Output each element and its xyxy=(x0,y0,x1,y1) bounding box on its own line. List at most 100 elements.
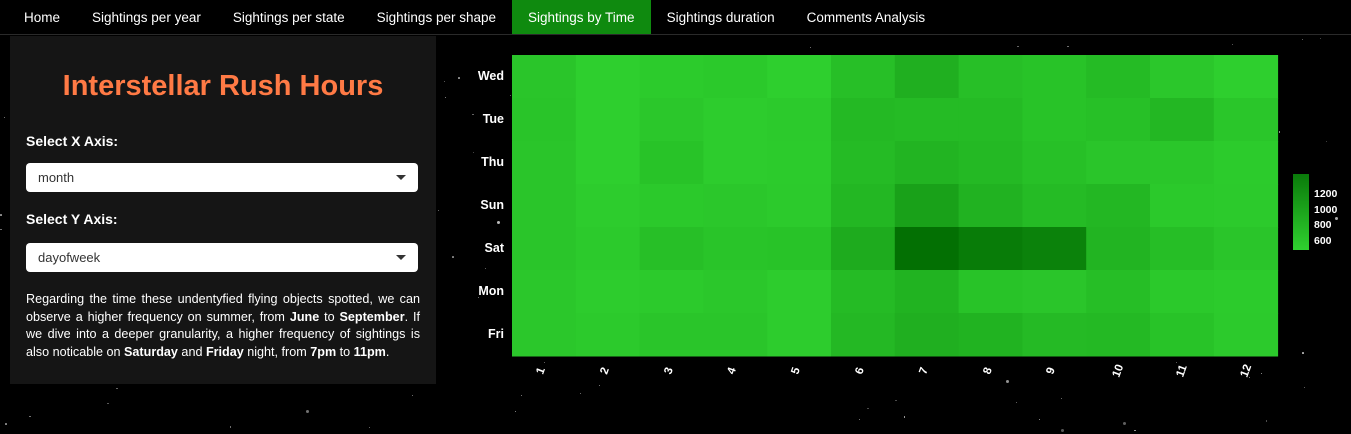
heatmap-cell xyxy=(703,184,768,228)
heatmap-cell xyxy=(575,141,641,185)
heatmap-cell xyxy=(1022,227,1087,271)
y-axis-select-value: dayofweek xyxy=(38,250,101,265)
heatmap-cell xyxy=(1086,98,1151,142)
heatmap-cell xyxy=(958,55,1023,99)
colorbar-tick-label: 1000 xyxy=(1314,203,1338,216)
star xyxy=(1301,39,1303,41)
sidebar-panel: Interstellar Rush Hours Select X Axis: m… xyxy=(10,36,436,384)
star xyxy=(867,407,869,410)
y-tick-label: Thu xyxy=(481,154,504,169)
heatmap-cell xyxy=(831,184,896,228)
y-tick-label: Sun xyxy=(480,197,504,212)
star xyxy=(1319,38,1321,40)
heatmap-cell xyxy=(512,184,577,228)
heatmap-cell xyxy=(703,98,768,142)
star xyxy=(5,423,7,425)
heatmap-cell xyxy=(639,227,704,271)
heatmap-cell xyxy=(1213,313,1279,357)
star xyxy=(579,392,582,395)
colorbar-tick-label: 1200 xyxy=(1314,187,1338,200)
heatmap-cell xyxy=(639,98,704,142)
heatmap-cell xyxy=(958,98,1023,142)
star xyxy=(29,415,31,418)
heatmap-cell xyxy=(767,227,832,271)
star xyxy=(520,394,523,397)
y-tick-label: Mon xyxy=(478,283,504,298)
heatmap-cell xyxy=(512,227,577,271)
star xyxy=(411,395,413,397)
heatmap-cell xyxy=(512,98,577,142)
y-axis-label: Select Y Axis: xyxy=(26,211,118,227)
heatmap-cell xyxy=(1150,55,1215,99)
heatmap-cell xyxy=(831,141,896,185)
description-run: Regarding the time these undentyfied fly… xyxy=(26,292,420,324)
heatmap-cell xyxy=(575,270,641,314)
star xyxy=(1265,420,1268,422)
x-axis-select[interactable]: month xyxy=(26,163,418,192)
heatmap-cell xyxy=(703,227,768,271)
heatmap-cell xyxy=(512,313,577,357)
nav-tab-sightings-duration[interactable]: Sightings duration xyxy=(666,9,775,25)
heatmap-cell xyxy=(575,227,641,271)
nav-tab-sightings-per-shape[interactable]: Sightings per shape xyxy=(376,9,496,25)
heatmap-cell xyxy=(894,98,960,142)
heatmap-cell xyxy=(1086,227,1151,271)
heatmap-cell xyxy=(1086,184,1151,228)
description-run: to xyxy=(336,344,354,359)
colorbar xyxy=(1293,174,1309,250)
heatmap-cell xyxy=(1086,313,1151,357)
heatmap-cell xyxy=(1213,55,1279,99)
heatmap-cell xyxy=(1213,98,1279,142)
y-tick-label: Tue xyxy=(482,111,504,126)
star xyxy=(107,402,109,405)
heatmap-cell xyxy=(1150,98,1215,142)
star xyxy=(1061,428,1065,432)
heatmap-cell xyxy=(831,98,896,142)
star xyxy=(1134,429,1136,432)
star xyxy=(229,426,232,428)
star xyxy=(895,399,897,402)
nav-tab-home[interactable]: Home xyxy=(24,9,61,25)
heatmap-cell xyxy=(958,141,1023,185)
page-title: Interstellar Rush Hours xyxy=(62,70,384,102)
y-axis-select[interactable]: dayofweek xyxy=(26,243,418,272)
y-tick-label: Sat xyxy=(484,240,504,255)
heatmap-cell xyxy=(1150,141,1215,185)
star xyxy=(903,416,906,418)
heatmap-cell xyxy=(767,98,832,142)
heatmap-cell xyxy=(1086,141,1151,185)
heatmap-cell xyxy=(703,270,768,314)
heatmap-cell xyxy=(767,55,832,99)
star xyxy=(1039,419,1041,421)
nav-tab-sightings-per-year[interactable]: Sightings per year xyxy=(92,9,201,25)
nav-tab-sightings-per-state[interactable]: Sightings per state xyxy=(232,9,345,25)
heatmap-cell xyxy=(575,313,641,357)
heatmap-cell xyxy=(894,227,960,271)
nav-tab-comments-analysis[interactable]: Comments Analysis xyxy=(806,9,926,25)
heatmap-cell xyxy=(575,98,641,142)
heatmap-cell xyxy=(1150,184,1215,228)
description-highlight: September xyxy=(339,309,405,324)
heatmap-cell xyxy=(894,313,960,357)
heatmap-svg xyxy=(512,55,1279,357)
star xyxy=(0,214,2,216)
star xyxy=(3,116,5,118)
heatmap-cell xyxy=(1086,270,1151,314)
heatmap-cell xyxy=(575,55,641,99)
heatmap-cell xyxy=(1022,270,1087,314)
heatmap-cell xyxy=(639,141,704,185)
description-highlight: Friday xyxy=(205,344,244,359)
star xyxy=(1303,386,1306,389)
heatmap-cell xyxy=(894,270,960,314)
y-tick-label: Fri xyxy=(488,326,504,341)
heatmap-cell xyxy=(1213,184,1279,228)
heatmap-cell xyxy=(1213,227,1279,271)
heatmap-cell xyxy=(1150,313,1215,357)
nav-tab-sightings-by-time[interactable]: Sightings by Time xyxy=(512,0,651,34)
heatmap-cell xyxy=(958,313,1023,357)
heatmap-cell xyxy=(703,55,768,99)
star xyxy=(445,96,447,98)
description-run: and xyxy=(177,344,206,359)
chevron-down-icon xyxy=(396,255,406,260)
heatmap-cell xyxy=(1150,227,1215,271)
